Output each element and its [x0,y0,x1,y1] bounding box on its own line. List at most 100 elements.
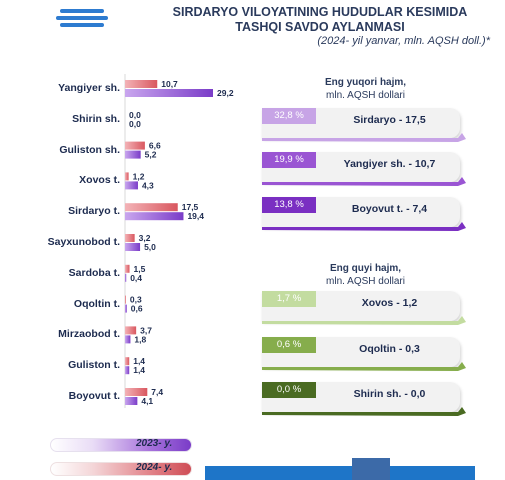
bar-value-label: 1,5 [134,264,146,274]
card-arrow-underline [262,407,466,416]
page-title: SIRDARYO VILOYATINING HUDUDLAR KESIMIDA … [150,5,490,35]
bar-2023 [125,366,130,375]
card-arrow [262,316,466,325]
title-line-2: TASHQI SAVDO AYLANMASI [235,20,405,34]
bar-2023 [125,89,213,97]
bar-value-label: 5,0 [144,242,156,252]
bottom-title-unit: mln. AQSH dollari [326,276,405,287]
bar-2023 [125,150,141,159]
bar-value-label: 3,7 [140,325,152,335]
region-label: Yangiyer sh. [58,82,120,94]
page-subtitle: (2024- yil yanvar, mln. AQSH doll.)* [317,35,490,47]
card-text: Yangiyer sh. - 10,7 [343,158,436,170]
percent-badge: 19,9 % [262,152,316,168]
bar-2024 [125,295,126,304]
bottom-card-2: 0,6 % Oqoltin - 0,3 [262,337,466,375]
bar-value-label: 0,6 [131,304,143,314]
bottom-section-title: Eng quyi hajm, mln. AQSH dollari [258,262,473,288]
bar-value-label: 7,4 [151,387,163,397]
region-label: Boyovut t. [68,390,120,402]
top-card-2: 19,9 % Yangiyer sh. - 10,7 [262,152,466,190]
region-label: Oqoltin t. [73,297,120,310]
bottom-card-3: 0,0 % Shirin sh. - 0,0 [262,382,466,420]
card-arrow [262,407,466,416]
bar-2023 [125,397,138,405]
bar-value-label: 5,2 [145,150,157,160]
card-arrow [262,362,466,371]
footer-square [352,458,390,480]
bar-2024 [125,357,130,366]
top-section-title: Eng yuqori hajm, mln. AQSH dollari [258,76,473,102]
legend-label-2024: 2024- y. [136,462,173,473]
percent-badge: 13,8 % [262,197,316,213]
legend-label-2023: 2023- y. [136,438,173,449]
bar-value-label: 1,2 [133,171,145,181]
logo-icon [56,7,108,29]
top-card-3: 13,8 % Boyovut t. - 7,4 [262,197,466,235]
bottom-title-bold: Eng quyi hajm, [329,263,402,274]
region-label: Guliston t. [68,359,120,372]
card-arrow-underline [262,316,466,325]
bar-2023 [125,273,127,282]
bar-value-label: 0,3 [130,295,142,305]
bar-value-label: 17,5 [182,202,199,212]
bar-2024 [125,172,129,181]
bar-2024 [125,234,135,242]
card-arrow [262,133,466,142]
bar-value-label: 10,7 [161,79,178,89]
top-title-bold: Eng yuqori hajm, [324,77,407,88]
bar-value-label: 1,8 [134,334,146,344]
bar-value-label: 19,4 [187,211,204,221]
bar-value-label: 1,4 [133,356,145,366]
bar-2024 [125,388,148,396]
region-label: Xovos t. [79,174,120,187]
bar-2023 [125,181,138,190]
card-arrow [262,177,466,186]
bar-value-label: 29,2 [217,88,234,98]
card-text: Shirin sh. - 0,0 [353,388,426,400]
legend-swatch-2023 [50,438,192,452]
bar-value-label: 0,0 [129,119,141,129]
card-text: Xovos - 1,2 [361,297,418,309]
card-text: Sirdaryo - 17,5 [353,114,426,126]
bar-2024 [125,80,158,88]
top-card-1: 32,8 % Sirdaryo - 17,5 [262,108,466,146]
card-arrow [262,222,466,231]
bar-value-label: 3,2 [139,233,151,243]
bar-2024 [125,264,130,273]
bar-value-label: 6,6 [149,141,161,151]
percent-badge: 1,7 % [262,291,316,307]
bar-2023 [125,212,184,221]
bar-2023 [125,304,127,313]
card-arrow-underline [262,177,466,186]
percent-badge: 0,0 % [262,382,316,398]
region-label: Sardoba t. [68,266,120,279]
bar-value-label: 1,4 [133,365,145,375]
bar-2024 [125,203,178,212]
percent-badge: 32,8 % [262,108,316,124]
bottom-card-1: 1,7 % Xovos - 1,2 [262,291,466,329]
bar-2023 [125,335,131,344]
percent-badge: 0,6 % [262,337,316,353]
top-title-unit: mln. AQSH dollari [326,90,405,101]
bar-2024 [125,141,145,150]
card-text: Boyovut t. - 7,4 [351,203,428,215]
bar-2023 [125,243,141,251]
card-arrow-underline [262,362,466,371]
card-arrow-underline [262,222,466,231]
title-line-1: SIRDARYO VILOYATINING HUDUDLAR KESIMIDA [172,5,468,19]
bar-value-label: 0,0 [129,110,141,120]
bar-value-label: 4,3 [142,180,154,190]
card-text: Oqoltin - 0,3 [359,343,420,355]
region-label: Guliston sh. [59,143,120,156]
legend-swatch-2024 [50,462,192,476]
bar-value-label: 0,4 [130,273,142,283]
region-label: Sayxunobod t. [47,236,120,248]
region-labels: Yangiyer sh. Shirin sh. Guliston sh. Xovos … [0,0,120,480]
region-label: Mirzaobod t. [58,328,120,341]
region-label: Sirdaryo t. [68,205,120,218]
bar-2024 [125,326,137,335]
bar-value-label: 4,1 [141,396,153,406]
region-label: Shirin sh. [72,112,120,125]
